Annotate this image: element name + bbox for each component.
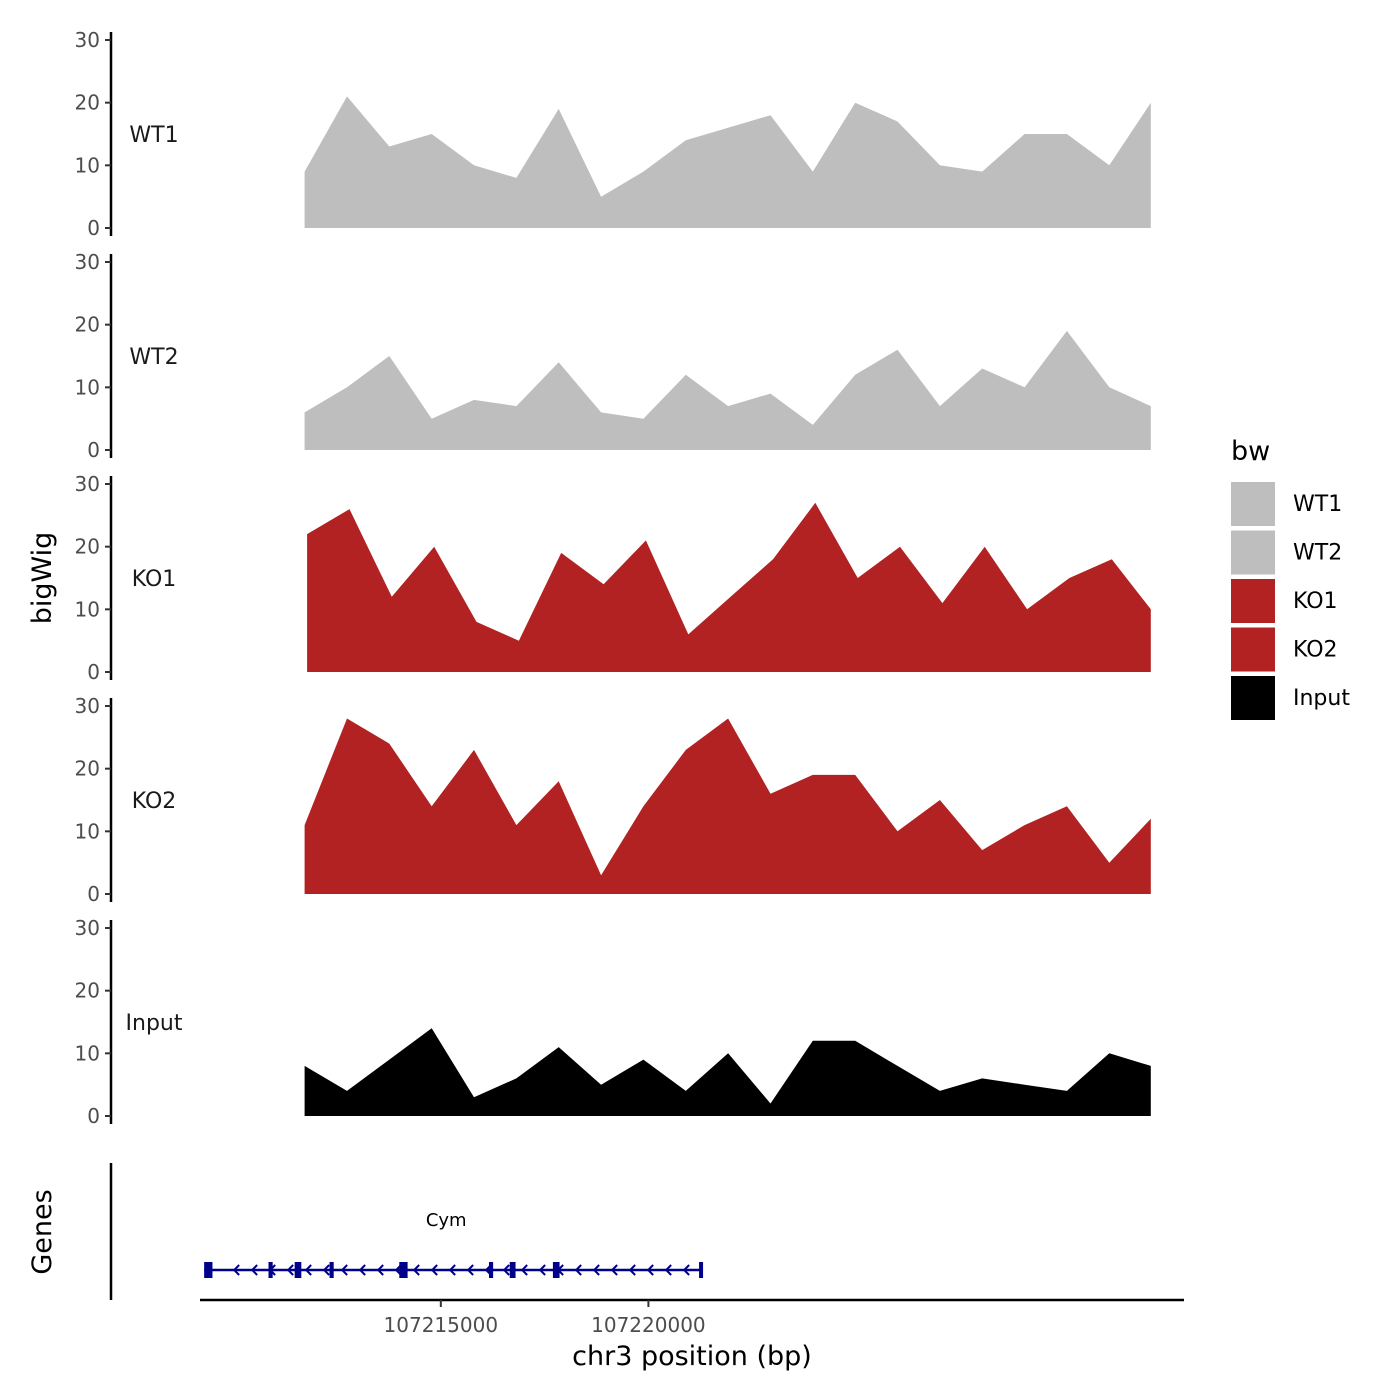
y-tick-label: 0 bbox=[87, 216, 100, 240]
exon bbox=[294, 1262, 302, 1278]
exon bbox=[399, 1262, 408, 1278]
y-tick-label: 10 bbox=[75, 153, 100, 177]
y-tick-label: 10 bbox=[75, 375, 100, 399]
track-label-ko1: KO1 bbox=[132, 567, 177, 592]
y-tick-label: 30 bbox=[75, 472, 100, 496]
track-label-input: Input bbox=[126, 1011, 183, 1036]
tracks-group: 0 10 20 30 WT1 0 10 20 30 WT2 0 10 20 30 KO1 0 10 20 30 KO2… bbox=[75, 28, 1151, 1128]
legend-label-wt2: WT2 bbox=[1293, 541, 1342, 566]
legend-key-ko1 bbox=[1231, 579, 1275, 623]
y-tick-label: 10 bbox=[75, 597, 100, 621]
area-wt1 bbox=[304, 96, 1151, 229]
legend-label-ko2: KO2 bbox=[1293, 638, 1338, 663]
y-tick-label: 20 bbox=[75, 979, 100, 1003]
track-wt1: 0 10 20 30 WT1 bbox=[75, 28, 1151, 240]
legend-label-input: Input bbox=[1293, 686, 1350, 711]
strand-arrow bbox=[250, 1264, 258, 1276]
x-ticks: 107215000 107220000 bbox=[384, 1300, 706, 1337]
strand-arrow bbox=[610, 1264, 618, 1276]
area-input bbox=[304, 1028, 1151, 1116]
strand-arrow bbox=[430, 1264, 438, 1276]
x-axis: 107215000 107220000 chr3 position (bp) bbox=[200, 1298, 1184, 1372]
track-ko1: 0 10 20 30 KO1 bbox=[75, 472, 1151, 684]
y-tick-label: 20 bbox=[75, 757, 100, 781]
track-ko2: 0 10 20 30 KO2 bbox=[75, 694, 1151, 906]
track-wt2: 0 10 20 30 WT2 bbox=[75, 250, 1151, 462]
exon bbox=[329, 1262, 334, 1278]
exon bbox=[699, 1262, 704, 1278]
y-tick-label: 0 bbox=[87, 438, 100, 462]
legend-label-wt1: WT1 bbox=[1293, 492, 1342, 517]
strand-arrow bbox=[376, 1264, 384, 1276]
strand-arrow bbox=[628, 1264, 636, 1276]
strand-arrow bbox=[664, 1264, 672, 1276]
exon bbox=[552, 1262, 560, 1278]
strand-arrow bbox=[340, 1264, 348, 1276]
legend-items: WT1 WT2 KO1 KO2 Input bbox=[1231, 482, 1350, 720]
exon bbox=[509, 1262, 516, 1278]
strand-arrow bbox=[682, 1264, 690, 1276]
y-tick-label: 20 bbox=[75, 313, 100, 337]
y-axis-title: bigWig bbox=[27, 532, 58, 625]
y-tick-label: 10 bbox=[75, 819, 100, 843]
track-label-ko2: KO2 bbox=[132, 789, 177, 814]
strand-arrow bbox=[286, 1264, 294, 1276]
x-tick-label: 107215000 bbox=[384, 1313, 499, 1337]
legend-key-ko2 bbox=[1231, 627, 1275, 672]
strand-arrow bbox=[358, 1264, 366, 1276]
gene-model bbox=[204, 1262, 704, 1278]
strand-arrow bbox=[412, 1264, 420, 1276]
gene-panel: Genes Cym bbox=[27, 1163, 704, 1300]
exon bbox=[204, 1262, 213, 1278]
legend: bw WT1 WT2 KO1 KO2 Input bbox=[1231, 436, 1350, 720]
track-input: 0 10 20 30 Input bbox=[75, 916, 1151, 1128]
strand-arrow bbox=[232, 1264, 240, 1276]
strand-arrow bbox=[646, 1264, 654, 1276]
track-label-wt2: WT2 bbox=[129, 345, 178, 370]
y-tick-label: 30 bbox=[75, 916, 100, 940]
legend-key-input bbox=[1231, 676, 1275, 720]
legend-label-ko1: KO1 bbox=[1293, 589, 1338, 614]
x-axis-title: chr3 position (bp) bbox=[572, 1341, 812, 1372]
strand-arrow bbox=[592, 1264, 600, 1276]
exon bbox=[488, 1262, 494, 1278]
y-tick-label: 30 bbox=[75, 28, 100, 52]
genes-axis-label: Genes bbox=[27, 1189, 58, 1274]
gene-name-label: Cym bbox=[426, 1210, 467, 1231]
legend-title: bw bbox=[1231, 436, 1270, 467]
legend-key-wt2 bbox=[1231, 530, 1275, 575]
y-tick-label: 30 bbox=[75, 250, 100, 274]
y-tick-label: 0 bbox=[87, 882, 100, 906]
y-tick-label: 0 bbox=[87, 1104, 100, 1128]
strand-arrow bbox=[574, 1264, 582, 1276]
strand-arrow bbox=[448, 1264, 456, 1276]
y-tick-label: 30 bbox=[75, 694, 100, 718]
strand-arrow bbox=[466, 1264, 474, 1276]
strand-arrow bbox=[304, 1264, 312, 1276]
exon bbox=[268, 1262, 273, 1278]
y-tick-label: 0 bbox=[87, 660, 100, 684]
area-ko1 bbox=[307, 502, 1151, 672]
strand-arrow bbox=[502, 1264, 510, 1276]
area-ko2 bbox=[304, 718, 1151, 894]
strand-arrow bbox=[538, 1264, 546, 1276]
strand-arrow bbox=[322, 1264, 330, 1276]
legend-key-wt1 bbox=[1231, 482, 1275, 526]
x-tick-label: 107220000 bbox=[591, 1313, 706, 1337]
track-label-wt1: WT1 bbox=[129, 123, 178, 148]
y-tick-label: 20 bbox=[75, 91, 100, 115]
area-wt2 bbox=[304, 330, 1151, 450]
strand-arrow bbox=[520, 1264, 528, 1276]
y-tick-label: 20 bbox=[75, 535, 100, 559]
y-tick-label: 10 bbox=[75, 1041, 100, 1065]
